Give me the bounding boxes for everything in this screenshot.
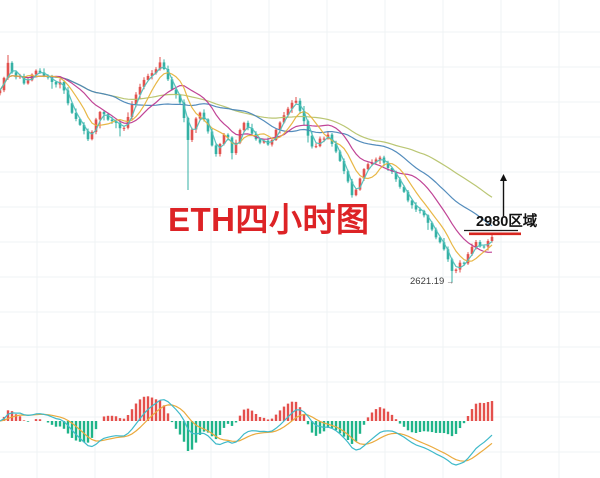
ma-yellow <box>0 72 493 262</box>
macd-dif-line <box>0 399 493 466</box>
price-pane-candles[interactable] <box>0 55 494 282</box>
ma-cyan <box>0 66 493 269</box>
macd-pane[interactable] <box>0 396 494 466</box>
low-price-label: 2621.19 → <box>410 276 455 287</box>
annotation-marks <box>464 174 521 236</box>
chart-title: ETH四小时图 <box>168 201 370 238</box>
resistance-zone-label: 2980区域 <box>476 214 538 230</box>
low-price-value: 2621.19 <box>410 276 445 287</box>
moving-average-lines <box>0 66 493 269</box>
up-arrow-head <box>500 174 507 181</box>
macd-dea-line <box>0 404 493 462</box>
ma-magenta <box>0 75 493 253</box>
right-arrow-icon: → <box>446 277 455 286</box>
ma-blue <box>0 75 493 227</box>
